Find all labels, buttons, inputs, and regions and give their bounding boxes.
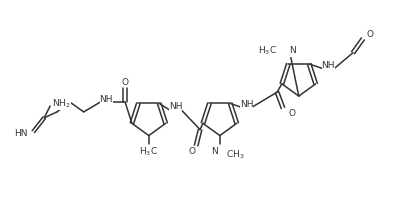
Text: CH$_3$: CH$_3$ bbox=[225, 148, 244, 161]
Text: O: O bbox=[288, 109, 295, 118]
Text: O: O bbox=[366, 31, 373, 40]
Text: NH: NH bbox=[168, 102, 182, 111]
Text: N: N bbox=[288, 46, 295, 55]
Text: NH: NH bbox=[100, 95, 113, 104]
Text: HN: HN bbox=[14, 129, 27, 138]
Text: O: O bbox=[121, 78, 128, 87]
Text: NH: NH bbox=[321, 61, 334, 70]
Text: NH: NH bbox=[239, 99, 253, 108]
Text: H$_3$C: H$_3$C bbox=[258, 45, 276, 57]
Text: O: O bbox=[188, 147, 195, 156]
Text: NH$_2$: NH$_2$ bbox=[52, 98, 71, 110]
Text: N: N bbox=[211, 147, 217, 156]
Text: H$_3$C: H$_3$C bbox=[139, 145, 158, 158]
